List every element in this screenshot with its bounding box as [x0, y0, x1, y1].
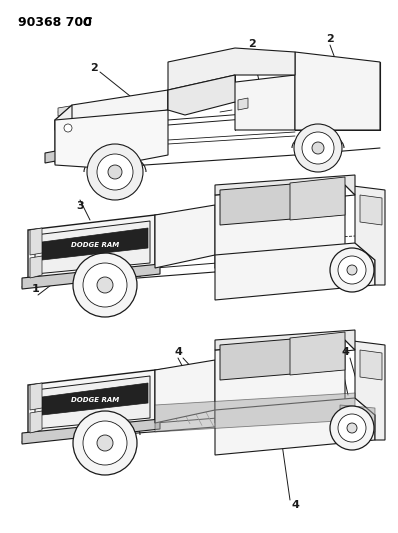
Polygon shape [35, 376, 150, 429]
Circle shape [108, 165, 122, 179]
Circle shape [330, 406, 374, 450]
Polygon shape [215, 340, 345, 423]
Polygon shape [28, 215, 155, 280]
Polygon shape [42, 383, 148, 415]
Polygon shape [55, 105, 72, 155]
Circle shape [347, 423, 357, 433]
Polygon shape [55, 110, 168, 168]
Circle shape [97, 435, 113, 451]
Text: 2: 2 [248, 39, 256, 49]
Circle shape [83, 421, 127, 465]
Text: DODGE RAM: DODGE RAM [71, 242, 119, 248]
Polygon shape [215, 175, 355, 195]
Text: 1: 1 [32, 284, 40, 294]
Text: 90368 700: 90368 700 [18, 16, 92, 29]
Text: C: C [83, 16, 92, 29]
Circle shape [73, 253, 137, 317]
Circle shape [347, 265, 357, 275]
Polygon shape [30, 256, 42, 278]
Polygon shape [340, 405, 375, 432]
Circle shape [302, 132, 334, 164]
Polygon shape [28, 370, 155, 435]
Polygon shape [30, 411, 42, 433]
Text: 2: 2 [90, 63, 98, 73]
Text: 4: 4 [341, 347, 349, 357]
Polygon shape [55, 150, 75, 163]
Polygon shape [168, 48, 295, 90]
Polygon shape [168, 75, 235, 115]
Polygon shape [22, 419, 160, 444]
Polygon shape [295, 52, 380, 130]
Polygon shape [168, 75, 295, 130]
Text: DODGE RAM: DODGE RAM [71, 397, 119, 403]
Polygon shape [155, 205, 215, 268]
Circle shape [294, 124, 342, 172]
Circle shape [87, 144, 143, 200]
Polygon shape [215, 398, 375, 455]
Polygon shape [30, 383, 42, 410]
Polygon shape [220, 335, 340, 380]
Polygon shape [155, 360, 215, 423]
Polygon shape [290, 177, 345, 220]
Polygon shape [215, 243, 375, 300]
Polygon shape [155, 393, 355, 432]
Polygon shape [42, 228, 148, 260]
Circle shape [312, 142, 324, 154]
Circle shape [97, 277, 113, 293]
Polygon shape [360, 195, 382, 225]
Polygon shape [345, 185, 385, 285]
Polygon shape [290, 332, 345, 375]
Polygon shape [215, 185, 345, 268]
Polygon shape [345, 340, 385, 440]
Text: 3: 3 [76, 201, 84, 211]
Circle shape [338, 414, 366, 442]
Polygon shape [35, 221, 150, 274]
Text: 4: 4 [174, 347, 182, 357]
Polygon shape [22, 264, 160, 289]
Circle shape [73, 411, 137, 475]
Circle shape [330, 248, 374, 292]
Polygon shape [360, 350, 382, 380]
Circle shape [97, 154, 133, 190]
Polygon shape [45, 148, 72, 163]
Polygon shape [220, 180, 340, 225]
Polygon shape [238, 98, 248, 110]
Text: 4: 4 [291, 500, 299, 510]
Circle shape [338, 256, 366, 284]
Polygon shape [58, 106, 70, 116]
Circle shape [83, 263, 127, 307]
Circle shape [64, 124, 72, 132]
Polygon shape [215, 330, 355, 350]
Polygon shape [55, 90, 168, 130]
Text: 2: 2 [326, 34, 334, 44]
Polygon shape [30, 228, 42, 255]
